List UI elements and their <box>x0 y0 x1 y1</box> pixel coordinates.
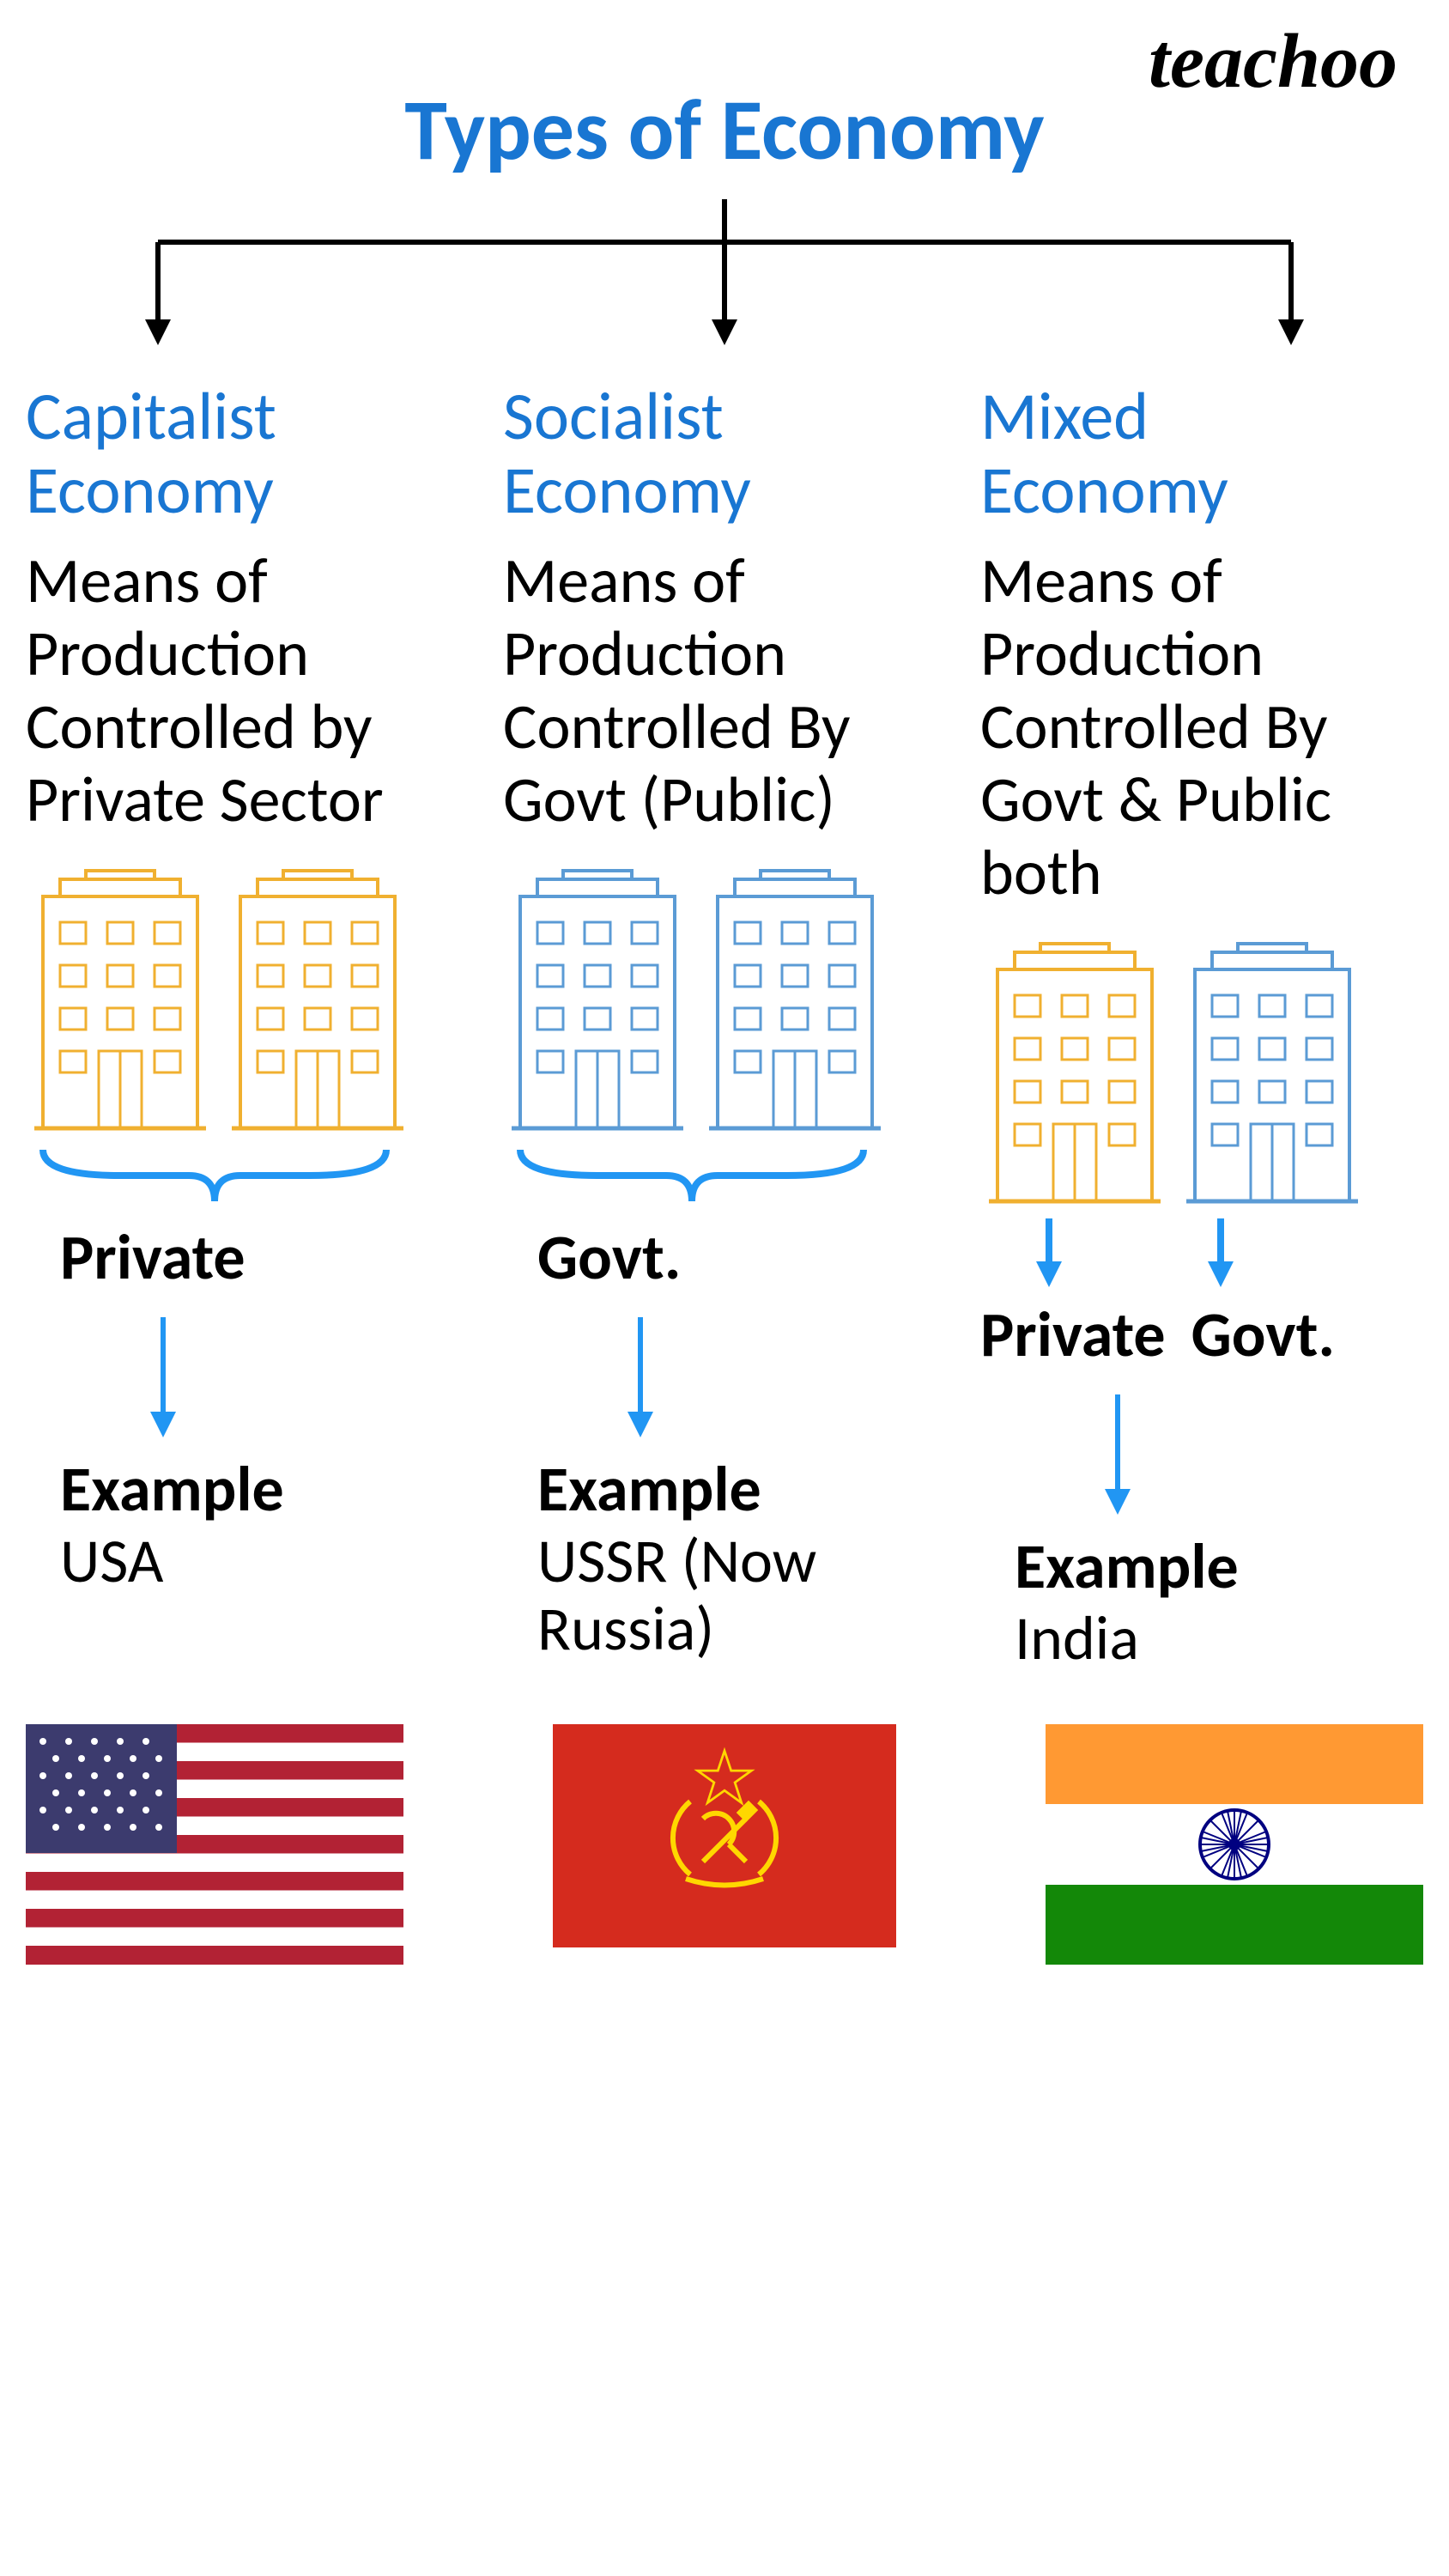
down-arrow-icon <box>1100 1394 1135 1515</box>
col-socialist: Socialist Economy Means of Production Co… <box>503 380 946 1673</box>
building-icon <box>26 862 215 1137</box>
col-capitalist: Capitalist Economy Means of Production C… <box>26 380 469 1673</box>
flag-row <box>26 1724 1423 1965</box>
sector-labels: Private Govt. <box>980 1296 1335 1373</box>
building-icon <box>503 862 692 1137</box>
sector-label: Private <box>60 1218 246 1296</box>
flag-india-icon <box>1046 1724 1423 1965</box>
example-text: India <box>1015 1605 1139 1673</box>
example-text: USA <box>60 1528 163 1595</box>
branch-connector <box>55 199 1394 354</box>
buildings-icon <box>980 935 1367 1210</box>
down-arrow-icon <box>623 1317 658 1437</box>
sector-label-left: Private <box>980 1296 1166 1373</box>
buildings-icon <box>26 862 412 1137</box>
subtitle: Socialist Economy <box>503 380 751 527</box>
brace-icon <box>26 1141 403 1210</box>
description: Means of Production Controlled By Govt (… <box>503 544 946 836</box>
example-label: Example <box>537 1450 761 1528</box>
building-icon <box>223 862 412 1137</box>
buildings-icon <box>503 862 889 1137</box>
brace-icon <box>503 1141 881 1210</box>
description: Means of Production Controlled by Privat… <box>26 544 469 836</box>
example-label: Example <box>60 1450 284 1528</box>
flag-usa-icon <box>26 1724 403 1965</box>
building-icon <box>980 935 1169 1210</box>
economy-columns: Capitalist Economy Means of Production C… <box>26 380 1423 1673</box>
building-icon <box>1178 935 1367 1210</box>
sector-label-right: Govt. <box>1191 1296 1336 1373</box>
down-arrow-icon <box>146 1317 180 1437</box>
subtitle: Mixed Economy <box>980 380 1228 527</box>
example-label: Example <box>1015 1528 1239 1605</box>
example-text: USSR (Now Russia) <box>537 1528 946 1663</box>
down-arrow-icon <box>1032 1218 1066 1287</box>
sector-label: Govt. <box>537 1218 682 1296</box>
subtitle: Capitalist Economy <box>26 380 276 527</box>
brand-logo: teachoo <box>1149 17 1397 106</box>
flag-ussr-icon <box>553 1724 896 1947</box>
mini-arrows <box>1032 1218 1238 1287</box>
col-mixed: Mixed Economy Means of Production Contro… <box>980 380 1423 1673</box>
building-icon <box>700 862 889 1137</box>
description: Means of Production Controlled By Govt &… <box>980 544 1423 909</box>
down-arrow-icon <box>1203 1218 1238 1287</box>
